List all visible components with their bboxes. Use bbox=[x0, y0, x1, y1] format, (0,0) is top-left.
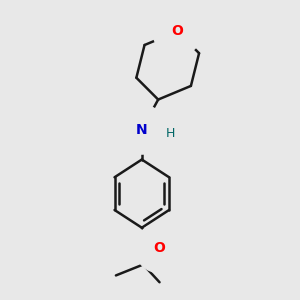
Circle shape bbox=[135, 224, 184, 273]
Text: H: H bbox=[166, 127, 175, 140]
Text: N: N bbox=[136, 122, 148, 136]
Circle shape bbox=[117, 105, 167, 154]
Circle shape bbox=[153, 7, 202, 56]
Text: O: O bbox=[154, 241, 166, 255]
Text: O: O bbox=[171, 24, 183, 38]
